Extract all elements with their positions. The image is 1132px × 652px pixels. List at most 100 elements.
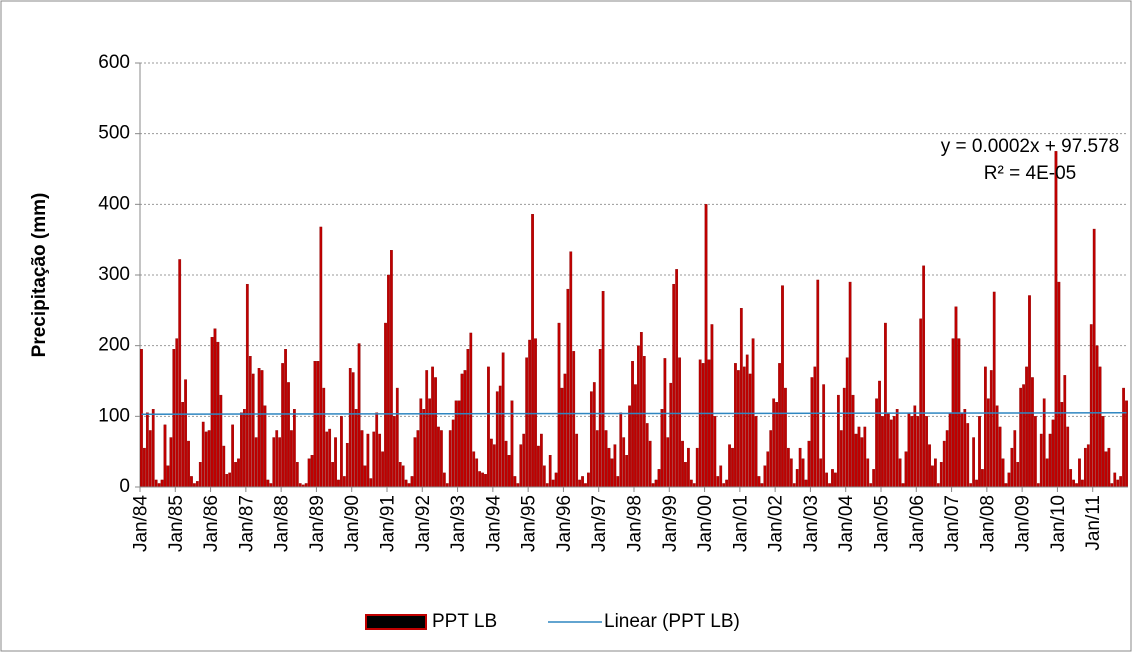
bar [234, 462, 237, 488]
bar [1025, 366, 1028, 488]
bar [695, 447, 699, 488]
y-axis-label: Precipitação (mm) [29, 193, 50, 358]
bar [307, 458, 311, 488]
bar [522, 433, 526, 488]
bar [866, 458, 870, 488]
bar [484, 474, 487, 488]
bar [839, 430, 843, 488]
bar [748, 373, 752, 488]
bar [287, 382, 290, 488]
bar [863, 426, 867, 488]
bar [1060, 402, 1064, 488]
y-tick-label: 0 [119, 476, 130, 497]
bar [892, 416, 896, 488]
bar [969, 483, 973, 488]
bar [378, 433, 382, 488]
x-tick-label: Jan/84 [130, 495, 151, 552]
bar [1036, 483, 1040, 488]
bar [1110, 483, 1114, 488]
x-tick-label: Jan/91 [377, 495, 398, 552]
bar [569, 251, 573, 488]
bar [657, 469, 661, 488]
x-tick-label: Jan/93 [448, 495, 469, 552]
bar [225, 474, 229, 488]
bar [428, 398, 432, 488]
x-tick-label: Jan/02 [766, 495, 787, 552]
y-tick-label: 200 [98, 335, 130, 356]
bar [1081, 479, 1084, 488]
bar [516, 483, 520, 488]
bar [654, 479, 658, 488]
x-tick-label: Jan/99 [660, 495, 681, 552]
bar [901, 483, 905, 488]
bar [254, 437, 258, 488]
bar [939, 462, 943, 488]
bar [243, 409, 246, 488]
bar [222, 445, 226, 488]
bar [1122, 387, 1125, 488]
bar [1019, 387, 1023, 488]
bar [766, 451, 770, 488]
bar [351, 372, 355, 488]
bar [648, 440, 652, 488]
bar [698, 359, 702, 488]
bar [325, 431, 329, 488]
bar [178, 259, 182, 488]
bar [1113, 472, 1117, 488]
x-tick-label: Jan/10 [1048, 495, 1069, 552]
bar [572, 351, 576, 488]
bar [763, 465, 767, 488]
legend-label: PPT LB [432, 611, 497, 632]
bar [342, 476, 346, 488]
bar [810, 377, 814, 488]
bar [1089, 324, 1093, 488]
bar [869, 483, 873, 488]
bar [689, 479, 693, 488]
bar [760, 483, 764, 488]
bar [392, 416, 396, 488]
bar [922, 265, 926, 488]
bar [836, 394, 840, 488]
bar [328, 428, 332, 488]
bar [410, 476, 414, 488]
bar [986, 398, 990, 488]
bar [601, 291, 605, 488]
trend-equation: y = 0.0002x + 97.578 [941, 136, 1120, 157]
bar [819, 458, 823, 488]
trendline [141, 412, 1127, 415]
bar [163, 424, 167, 488]
bar [1004, 483, 1008, 488]
bar [1107, 447, 1111, 488]
bar [925, 416, 928, 488]
bar [381, 451, 384, 488]
bar [1083, 447, 1087, 488]
bar [595, 430, 599, 488]
bar [537, 445, 540, 488]
bar [434, 377, 437, 488]
bar [295, 462, 299, 488]
bar [340, 416, 343, 488]
bar [490, 438, 493, 488]
bar [460, 373, 464, 488]
bar [813, 366, 817, 488]
bar [507, 455, 511, 488]
x-tick-label: Jan/92 [413, 495, 434, 552]
bar [775, 402, 778, 488]
bar [172, 349, 176, 488]
bar [989, 370, 993, 488]
bar [525, 357, 529, 488]
bar [1039, 433, 1043, 488]
bar [795, 469, 799, 488]
bar [228, 472, 232, 488]
bar [463, 370, 467, 488]
bar [707, 359, 711, 488]
bar [634, 384, 637, 488]
bar [592, 382, 596, 488]
bar [348, 368, 352, 488]
bar [786, 447, 790, 488]
bar [160, 479, 164, 488]
bar [201, 421, 205, 488]
bar [842, 387, 846, 488]
bar [575, 433, 579, 488]
